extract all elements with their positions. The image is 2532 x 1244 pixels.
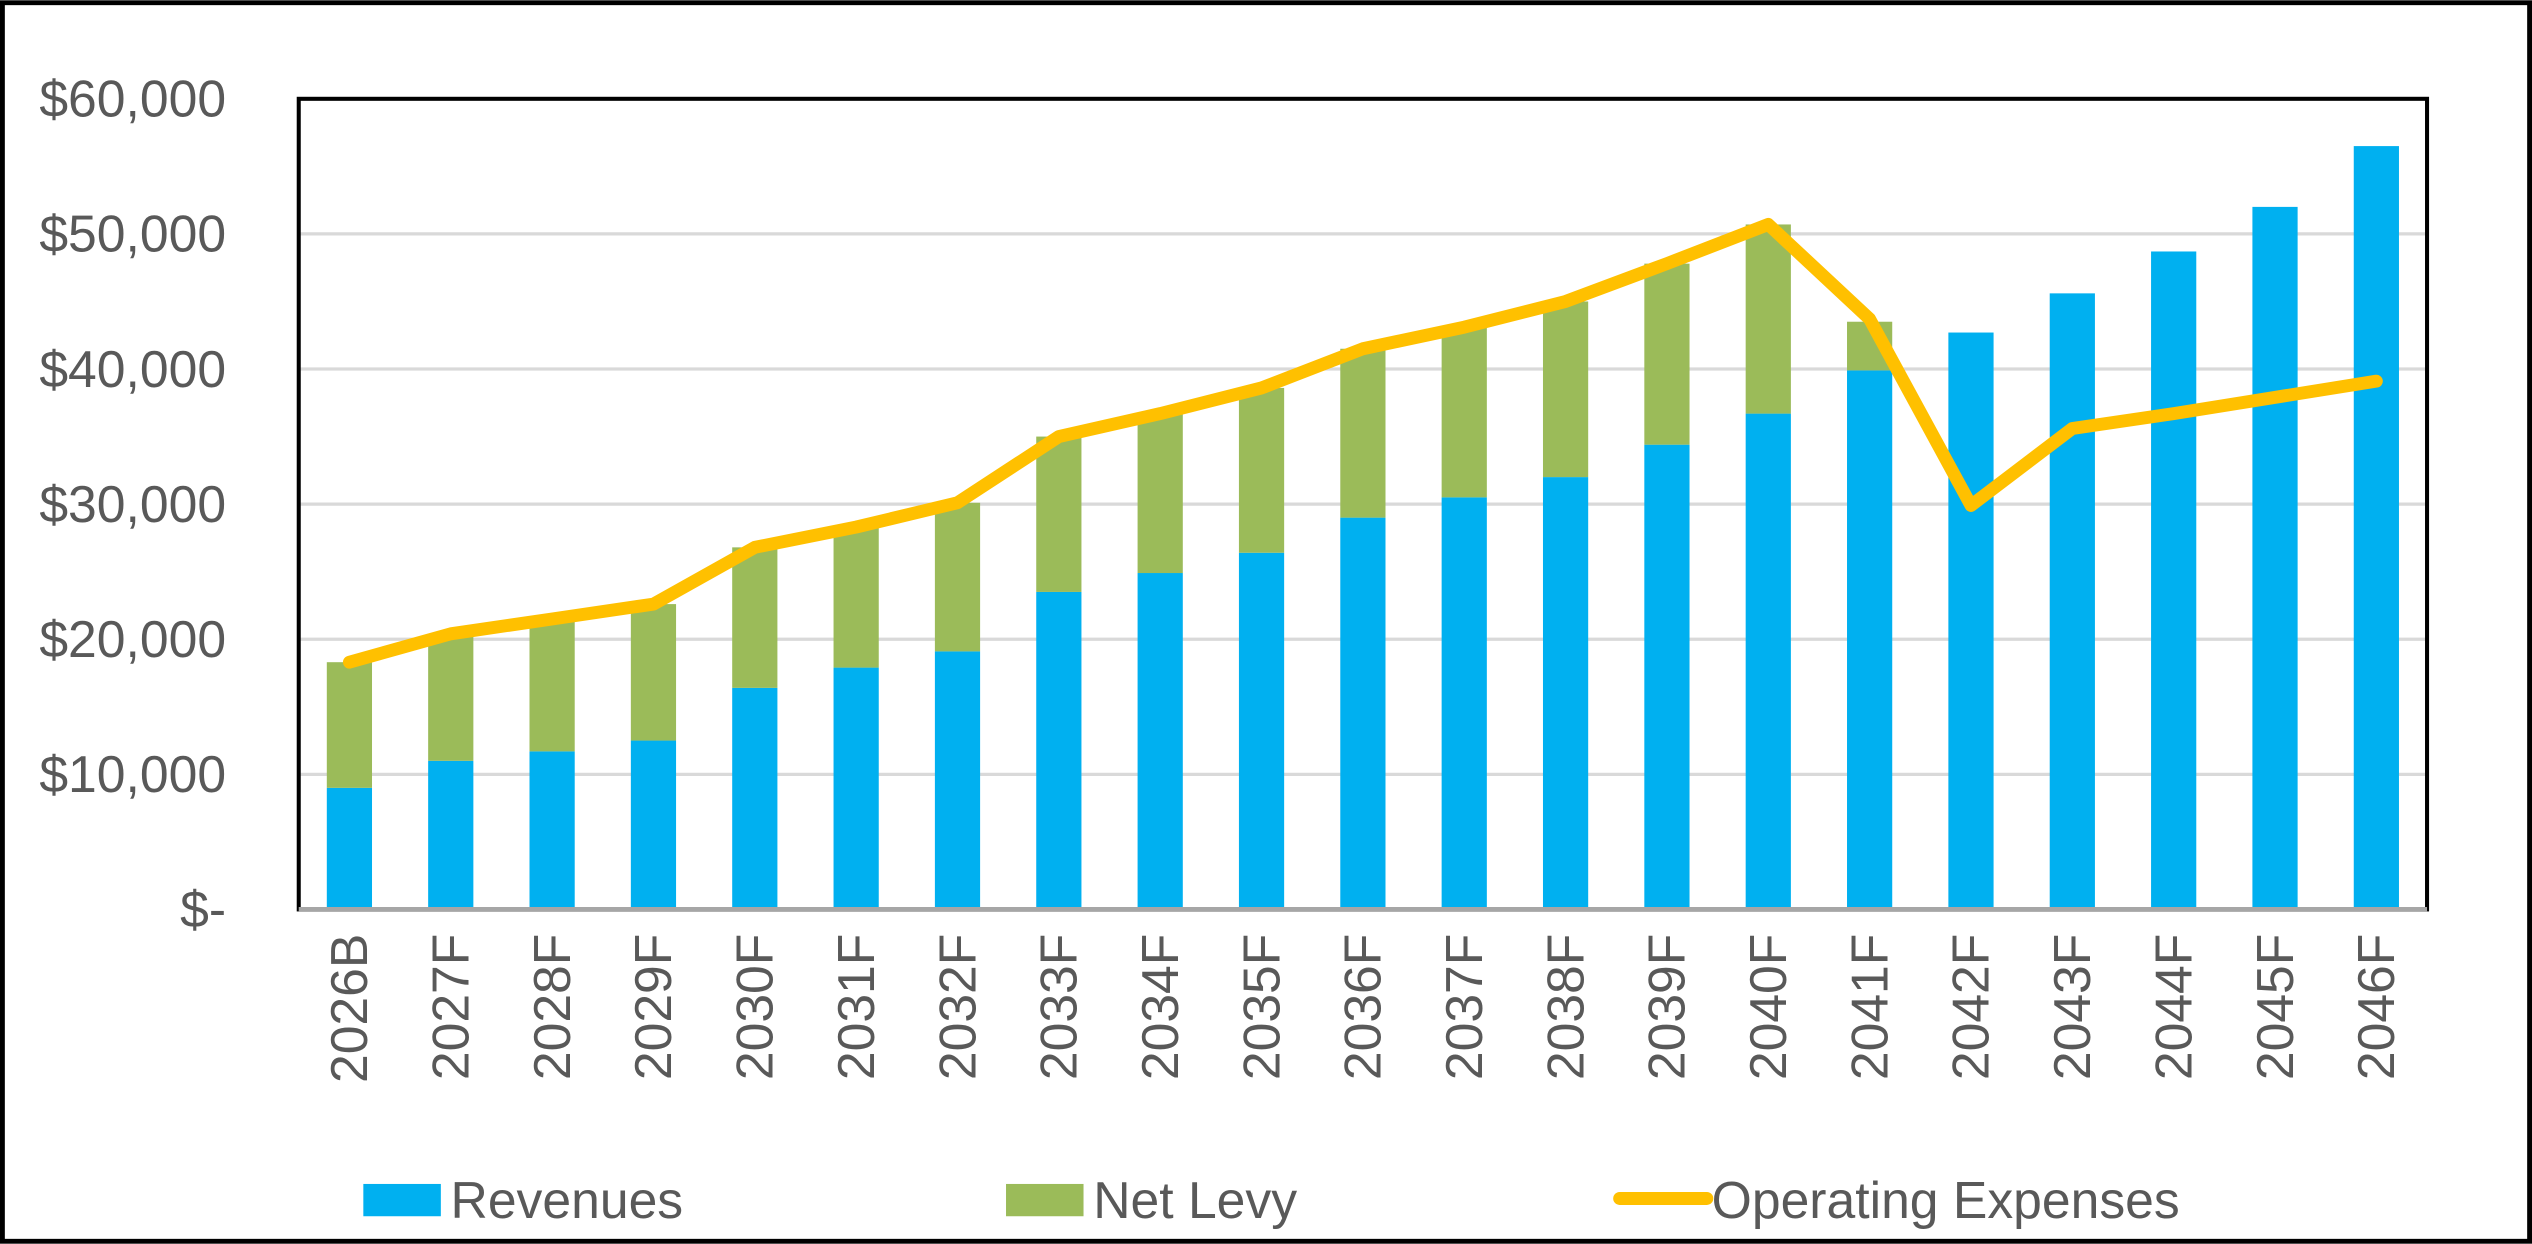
- bar: [428, 760, 474, 910]
- bar: [1137, 413, 1183, 574]
- bar: [2151, 251, 2197, 910]
- bar: [1948, 332, 1994, 910]
- y-tick-label: $50,000: [39, 205, 226, 263]
- x-tick-label: 2026B: [320, 934, 378, 1083]
- line: [342, 217, 2383, 669]
- bar: [1542, 301, 1589, 478]
- bar: [529, 751, 575, 910]
- bar: [1036, 591, 1082, 910]
- x-tick-label: 2032F: [928, 934, 986, 1080]
- x-tick-label: 2030F: [726, 934, 784, 1080]
- legend-swatch: [363, 1183, 441, 1217]
- legend-label: Net Levy: [1093, 1171, 1297, 1229]
- bar: [1441, 327, 1487, 498]
- bar: [1340, 348, 1386, 518]
- bar: [2252, 206, 2298, 910]
- x-tick-label: 2045F: [2246, 934, 2304, 1080]
- bar: [833, 527, 879, 668]
- bar: [1036, 436, 1082, 592]
- x-tick-label: 2041F: [1840, 934, 1898, 1080]
- bar: [2049, 293, 2095, 910]
- bar: [1441, 497, 1487, 910]
- y-tick-label: $20,000: [39, 610, 226, 668]
- x-tick-label: 2034F: [1131, 934, 1189, 1080]
- bar: [1847, 370, 1893, 910]
- bar: [1542, 477, 1589, 910]
- x-tick-label: 2029F: [624, 934, 682, 1080]
- x-tick-label: 2042F: [1942, 934, 2000, 1080]
- bar: [1644, 263, 1690, 445]
- y-tick-label: $-: [180, 880, 226, 938]
- bar: [1238, 552, 1285, 910]
- x-tick-label: 2046F: [2347, 934, 2405, 1080]
- bar: [2353, 146, 2399, 910]
- bar: [1340, 517, 1386, 910]
- x-tick-label: 2031F: [827, 934, 885, 1080]
- bar: [934, 651, 981, 910]
- x-tick-label: 2040F: [1739, 934, 1797, 1080]
- bar: [529, 618, 575, 752]
- y-tick-label: $40,000: [39, 340, 226, 398]
- bar: [732, 547, 778, 688]
- x-tick-label: 2037F: [1435, 934, 1493, 1080]
- x-tick-label: 2039F: [1638, 934, 1696, 1080]
- legend-swatch: [1006, 1183, 1084, 1217]
- bar: [1644, 444, 1690, 910]
- x-tick-label: 2027F: [422, 934, 480, 1080]
- bar: [326, 787, 373, 910]
- x-tick-label: 2038F: [1536, 934, 1594, 1080]
- bar: [833, 667, 879, 910]
- bar: [1137, 573, 1183, 910]
- bar: [1745, 224, 1791, 414]
- bar: [630, 740, 677, 910]
- x-tick-label: 2043F: [2043, 934, 2101, 1080]
- bar: [428, 633, 474, 761]
- x-tick-label: 2036F: [1334, 934, 1392, 1080]
- x-tick-label: 2028F: [523, 934, 581, 1080]
- bar: [732, 687, 778, 910]
- x-tick-label: 2033F: [1030, 934, 1088, 1080]
- y-tick-label: $10,000: [39, 745, 226, 803]
- y-tick-label: $30,000: [39, 475, 226, 533]
- bar: [1238, 387, 1285, 553]
- legend-label: Operating Expenses: [1712, 1171, 2180, 1229]
- bar: [326, 662, 373, 788]
- bar: [934, 502, 981, 652]
- bar: [630, 604, 677, 741]
- x-tick-label: 2035F: [1232, 934, 1290, 1080]
- y-tick-label: $60,000: [39, 70, 226, 128]
- bar: [1745, 413, 1791, 910]
- x-tick-label: 2044F: [2144, 934, 2202, 1080]
- legend-label: Revenues: [451, 1171, 684, 1229]
